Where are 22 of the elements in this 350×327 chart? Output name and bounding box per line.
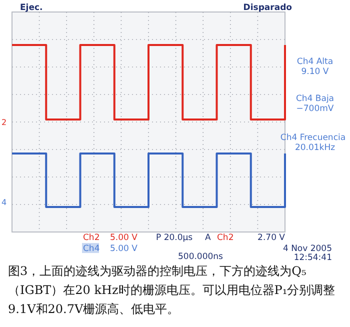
text: Ejec. <box>20 3 43 13</box>
text: 5.00 V <box>110 244 138 254</box>
text: −700mV <box>296 104 334 114</box>
annotation: Ch4 Frecuencia <box>280 133 346 143</box>
text: 4 <box>1 198 7 207</box>
text: 9.10 V <box>301 67 329 77</box>
text: Ch4 Alta <box>296 57 334 67</box>
text: 500.000ns <box>178 252 224 262</box>
text: 5.00 V <box>110 233 138 243</box>
text: Ch2 <box>217 233 234 243</box>
text: A <box>205 233 211 243</box>
text: 12:54:41 <box>294 253 332 263</box>
text: 20.01kHz <box>294 143 336 153</box>
text: P 20.0µs <box>156 233 194 243</box>
text: Disparado <box>243 3 292 13</box>
text: Ch4 Baja <box>296 94 334 104</box>
text: 4 Nov 2005 <box>282 244 332 254</box>
text: 2.70 V <box>258 233 286 243</box>
caption: 图3，上面的迹线为驱动器的控制电压，下方的迹线为Q₅（IGBT）在20 kHz时的栅源电压。可以用电位器P₁分别调整9.1V和20.7V栅源高、低电平。 <box>8 263 336 318</box>
text: Ch4 <box>83 244 100 254</box>
text: 2 <box>1 118 7 127</box>
text: Ch2 <box>83 233 100 243</box>
